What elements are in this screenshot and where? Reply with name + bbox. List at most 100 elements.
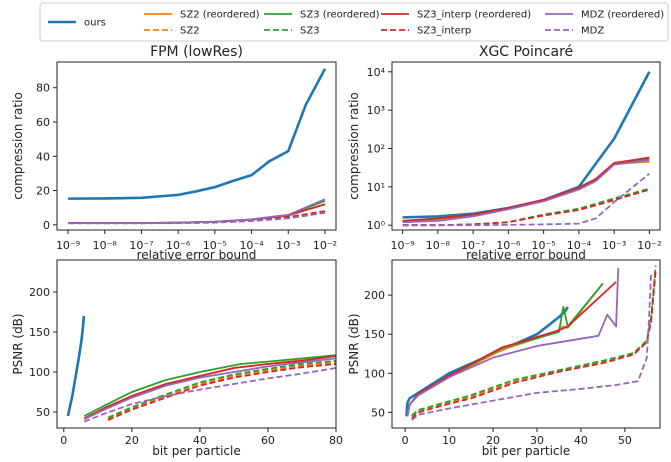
x-axis-label: relative error bound — [137, 248, 257, 262]
y-tick-label: 20 — [36, 185, 50, 198]
series-line-mdz-reordered — [83, 357, 336, 421]
series-line-mdz-reordered — [406, 267, 620, 417]
x-tick-label: 10⁻⁵ — [532, 239, 556, 252]
series-line-sz3-interp-reordered — [68, 203, 326, 224]
series-line-sz3-interp-reordered — [402, 156, 650, 222]
panel-fpm-compression: 10⁻⁹ 10⁻⁸ 10⁻⁷ 10⁻⁶ 10⁻⁵ 10⁻⁴ 10⁻³ 10⁻² 0 20 40 60 8… — [11, 44, 337, 262]
series-line-sz3-reordered — [68, 200, 326, 224]
axes-frame — [391, 61, 661, 231]
x-tick-label: 10⁻² — [637, 239, 661, 252]
series-line-sz3-interp — [107, 363, 336, 421]
x-tick-label: 0 — [60, 434, 67, 447]
x-tick-label: 10⁻³ — [602, 239, 626, 252]
panel-xgc-psnr: 0 10 20 30 40 50 50 100 150 200 bit per particle PS… — [347, 259, 661, 458]
series-line-ours — [68, 68, 327, 200]
series-line-sz2-reordered — [406, 282, 604, 417]
x-axis: 10⁻⁹ 10⁻⁸ 10⁻⁷ 10⁻⁶ 10⁻⁵ 10⁻⁴ 10⁻³ 10⁻² — [56, 230, 337, 252]
legend-label: SZ3 — [300, 26, 320, 37]
x-axis-label: bit per particle — [152, 444, 240, 458]
legend-entry-sz3-reordered: SZ3 (reordered) — [264, 10, 380, 21]
x-tick-label: 10⁻⁴ — [239, 239, 264, 252]
y-tick-label: 0 — [43, 219, 50, 232]
y-axis: 50 100 150 200 — [29, 286, 57, 419]
y-tick-label: 200 — [29, 286, 50, 299]
x-tick-label: 10⁻⁷ — [129, 239, 153, 252]
y-tick-label: 10² — [367, 142, 385, 155]
axes-frame — [56, 259, 337, 429]
legend-entry-sz2-reordered: SZ2 (reordered) — [144, 10, 260, 21]
series-line-sz2 — [411, 271, 657, 417]
series-group — [405, 265, 657, 421]
axes-frame — [391, 259, 661, 429]
y-axis-label: compression ratio — [11, 92, 25, 200]
legend-entry-sz3-interp: SZ3_interp — [381, 26, 471, 37]
x-axis: 0 10 20 30 40 50 — [402, 428, 632, 447]
series-line-sz3-interp-reordered — [406, 281, 617, 417]
series-group — [66, 315, 336, 423]
y-tick-label: 100 — [29, 366, 50, 379]
x-tick-label: 0 — [402, 434, 409, 447]
legend-label: SZ2 — [180, 26, 200, 37]
x-tick-label: 20 — [125, 434, 139, 447]
series-line-mdz — [402, 173, 650, 227]
x-tick-label: 40 — [193, 434, 207, 447]
legend-label: MDZ (reordered) — [581, 10, 664, 21]
legend-label: SZ3 (reordered) — [300, 10, 380, 21]
series-line-sz3 — [107, 359, 336, 419]
y-tick-label: 80 — [36, 82, 50, 95]
series-line-mdz — [68, 211, 326, 225]
x-tick-label: 10⁻⁴ — [567, 239, 592, 252]
x-tick-label: 20 — [486, 434, 500, 447]
legend-entry-ours: ours — [48, 18, 106, 29]
x-tick-label: 10⁻⁷ — [461, 239, 485, 252]
x-axis-label: relative error bound — [466, 248, 586, 262]
y-tick-label: 50 — [36, 406, 50, 419]
legend-frame — [39, 2, 669, 42]
x-axis-label: bit per particle — [482, 444, 570, 458]
series-line-sz2-reordered — [402, 160, 650, 224]
x-tick-label: 10⁻² — [313, 239, 337, 252]
y-axis-label: PSNR (dB) — [347, 313, 361, 374]
y-tick-label: 10¹ — [367, 181, 385, 194]
series-group — [402, 71, 651, 227]
series-line-sz3-reordered — [83, 354, 336, 417]
x-tick-label: 10⁻⁸ — [426, 239, 451, 252]
y-axis-label: PSNR (dB) — [11, 313, 25, 374]
x-tick-label: 50 — [618, 434, 632, 447]
x-tick-label: 10⁻⁶ — [496, 239, 521, 252]
x-tick-label: 10⁻³ — [276, 239, 300, 252]
y-tick-label: 150 — [364, 328, 385, 341]
panels: 10⁻⁹ 10⁻⁸ 10⁻⁷ 10⁻⁶ 10⁻⁵ 10⁻⁴ 10⁻³ 10⁻² 0 20 40 60 8… — [11, 44, 661, 458]
x-tick-label: 30 — [530, 434, 544, 447]
x-tick-label: 10 — [442, 434, 456, 447]
series-line-mdz-reordered — [402, 159, 650, 224]
y-tick-label: 10⁰ — [367, 219, 386, 232]
series-line-sz3-reordered — [406, 282, 604, 417]
series-line-mdz-reordered — [68, 198, 326, 225]
y-tick-label: 150 — [29, 326, 50, 339]
legend-label: SZ3_interp — [417, 26, 471, 37]
x-tick-label: 10⁻⁸ — [93, 239, 118, 252]
y-tick-label: 50 — [371, 406, 385, 419]
series-line-ours — [66, 315, 86, 417]
panel-title: XGC Poincaré — [479, 44, 573, 60]
legend-label: ours — [84, 18, 106, 29]
series-line-sz3-interp — [411, 270, 657, 420]
y-axis: 0 20 40 60 80 — [36, 82, 57, 232]
x-tick-label: 40 — [574, 434, 588, 447]
panel-fpm-psnr: 0 20 40 60 80 50 100 150 200 bit per particle PSNR… — [11, 259, 343, 458]
legend-entry-sz3-interp-reordered: SZ3_interp (reordered) — [381, 10, 531, 21]
y-tick-label: 60 — [36, 116, 50, 129]
y-axis-label: compression ratio — [347, 92, 361, 200]
series-line-sz3-interp-reordered — [83, 355, 336, 420]
x-axis: 0 20 40 60 80 — [60, 428, 343, 447]
legend-label: MDZ — [581, 26, 604, 37]
y-tick-label: 40 — [36, 150, 50, 163]
y-tick-label: 100 — [364, 367, 385, 380]
x-tick-label: 10⁻⁹ — [56, 239, 80, 252]
series-line-sz3-reordered — [402, 157, 650, 222]
legend-entry-mdz-reordered: MDZ (reordered) — [545, 10, 664, 21]
x-tick-label: 80 — [329, 434, 343, 447]
x-tick-label: 10⁻⁹ — [391, 239, 415, 252]
x-axis: 10⁻⁹ 10⁻⁸ 10⁻⁷ 10⁻⁶ 10⁻⁵ 10⁻⁴ 10⁻³ 10⁻² — [391, 230, 661, 252]
